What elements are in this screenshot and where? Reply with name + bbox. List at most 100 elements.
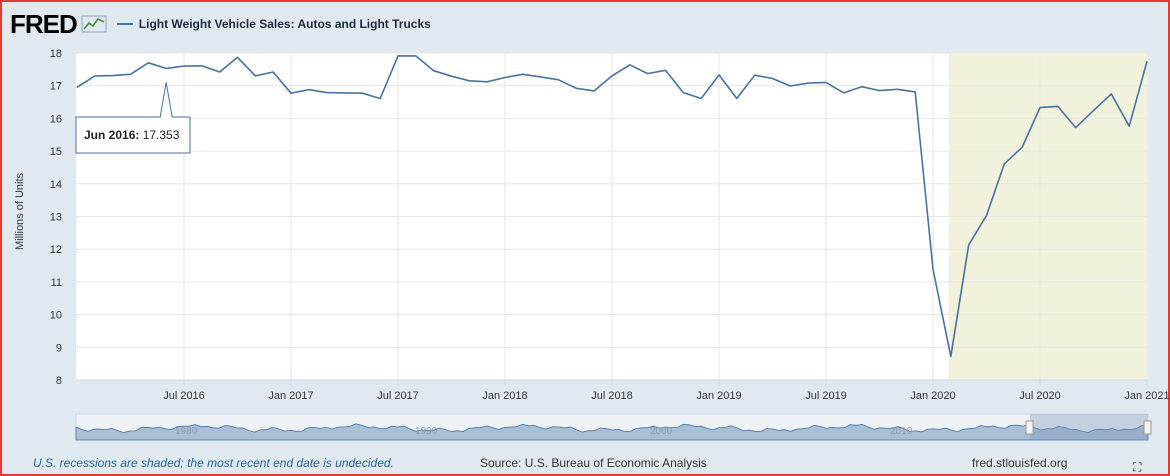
- y-tick-label: 17: [50, 81, 62, 93]
- navigator-series: [75, 423, 1149, 441]
- legend-line-swatch: [116, 23, 133, 25]
- data-point[interactable]: [378, 96, 382, 100]
- chart-header: FRED Light Weight Vehicle Sales: Autos a…: [10, 8, 431, 39]
- fred-logo[interactable]: FRED: [10, 8, 78, 39]
- data-point[interactable]: [628, 63, 632, 67]
- data-point[interactable]: [218, 70, 222, 74]
- data-point[interactable]: [860, 85, 864, 89]
- navigator-label: 1990: [415, 426, 438, 437]
- data-point[interactable]: [1074, 126, 1078, 130]
- data-point[interactable]: [146, 61, 150, 65]
- data-point[interactable]: [1020, 145, 1024, 149]
- data-point[interactable]: [717, 73, 721, 77]
- data-point[interactable]: [539, 75, 543, 79]
- data-point[interactable]: [450, 74, 454, 78]
- data-point[interactable]: [592, 89, 596, 93]
- navigator-handle-right[interactable]: [1143, 420, 1152, 435]
- tooltip-value: 17.353: [143, 128, 180, 142]
- data-point[interactable]: [111, 74, 115, 78]
- series-title[interactable]: Light Weight Vehicle Sales: Autos and Li…: [138, 17, 431, 31]
- data-point[interactable]: [182, 64, 186, 68]
- data-point[interactable]: [253, 74, 257, 78]
- data-point[interactable]: [75, 85, 79, 89]
- data-point[interactable]: [432, 69, 436, 73]
- data-point[interactable]: [164, 66, 168, 70]
- navigator-selection[interactable]: [1030, 414, 1148, 440]
- y-tick-label: 13: [50, 212, 62, 224]
- fullscreen-icon[interactable]: ⛶: [1133, 460, 1142, 474]
- data-point[interactable]: [1092, 109, 1096, 113]
- data-point[interactable]: [788, 84, 792, 88]
- y-tick-label: 11: [51, 277, 62, 289]
- x-tick-label: Jan 2019: [696, 390, 741, 402]
- data-point[interactable]: [93, 74, 97, 78]
- data-point[interactable]: [1002, 162, 1006, 166]
- site-link[interactable]: fred.stlouisfed.org: [972, 456, 1068, 470]
- data-point[interactable]: [557, 78, 561, 82]
- data-point[interactable]: [1127, 124, 1131, 128]
- data-point[interactable]: [485, 80, 489, 84]
- data-point[interactable]: [895, 87, 899, 91]
- data-point[interactable]: [878, 89, 882, 93]
- x-tick-label: Jan 2017: [268, 390, 313, 402]
- recession-note: U.S. recessions are shaded; the most rec…: [33, 456, 394, 470]
- data-point[interactable]: [646, 72, 650, 76]
- data-point[interactable]: [771, 77, 775, 81]
- x-tick-label: Jan 2018: [482, 390, 527, 402]
- data-point[interactable]: [913, 90, 917, 94]
- fred-logo-graph-icon: [81, 15, 107, 33]
- data-point[interactable]: [967, 243, 971, 247]
- data-point[interactable]: [1038, 106, 1042, 110]
- tooltip-date: Jun 2016:: [84, 128, 143, 142]
- x-tick-label: Jul 2020: [1019, 390, 1061, 402]
- y-tick-label: 14: [50, 179, 62, 191]
- navigator-handle-left[interactable]: [1025, 420, 1034, 435]
- tooltip-box: [75, 82, 191, 154]
- data-point[interactable]: [664, 68, 668, 72]
- data-point[interactable]: [735, 96, 739, 100]
- y-tick-label: 12: [50, 244, 62, 256]
- data-point[interactable]: [949, 354, 953, 358]
- data-point[interactable]: [699, 96, 703, 100]
- tooltip-text: Jun 2016: 17.353: [84, 128, 180, 142]
- y-tick-label: 9: [56, 342, 62, 354]
- data-point[interactable]: [824, 80, 828, 84]
- data-point[interactable]: [753, 73, 757, 77]
- data-point[interactable]: [360, 91, 364, 95]
- data-point[interactable]: [503, 76, 507, 80]
- data-point[interactable]: [610, 74, 614, 78]
- data-point[interactable]: [396, 54, 400, 58]
- data-point[interactable]: [521, 72, 525, 76]
- data-point[interactable]: [574, 86, 578, 90]
- data-point[interactable]: [200, 64, 204, 68]
- series-line[interactable]: [76, 55, 1148, 358]
- data-point[interactable]: [325, 91, 329, 95]
- data-point[interactable]: [931, 267, 935, 271]
- y-tick-label: 18: [50, 48, 62, 60]
- data-point[interactable]: [842, 91, 846, 95]
- data-point[interactable]: [467, 79, 471, 83]
- y-tick-label: 15: [50, 146, 62, 158]
- x-tick-label: Jul 2017: [377, 390, 419, 402]
- y-tick-label: 16: [50, 113, 62, 125]
- data-point[interactable]: [681, 91, 685, 95]
- data-point[interactable]: [307, 88, 311, 92]
- source-text[interactable]: Source: U.S. Bureau of Economic Analysis: [480, 456, 707, 470]
- data-point[interactable]: [806, 81, 810, 85]
- data-point[interactable]: [985, 214, 989, 218]
- data-point[interactable]: [414, 54, 418, 58]
- data-point[interactable]: [271, 70, 275, 74]
- data-point[interactable]: [236, 55, 240, 59]
- data-point[interactable]: [289, 91, 293, 95]
- data-point[interactable]: [1145, 59, 1149, 63]
- data-point[interactable]: [343, 91, 347, 95]
- navigator-label: 1980: [175, 426, 198, 437]
- y-tick-label: 10: [50, 310, 62, 322]
- data-point[interactable]: [1056, 104, 1060, 108]
- x-tick-label: Jan 2021: [1124, 390, 1169, 402]
- data-point[interactable]: [1109, 92, 1113, 96]
- data-point[interactable]: [129, 72, 133, 76]
- navigator-label: 2010: [890, 426, 913, 437]
